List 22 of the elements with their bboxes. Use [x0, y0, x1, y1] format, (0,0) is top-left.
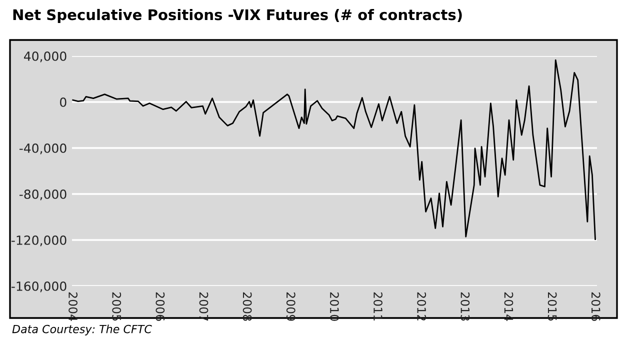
y-tick-label: -160,000	[12, 281, 66, 292]
x-tick-label: 2004	[68, 292, 78, 321]
x-tick-label: 2013	[460, 292, 470, 321]
x-tick-label: 2006	[156, 292, 165, 321]
x-tick-label: 2008	[242, 292, 252, 321]
chart-title: Net Speculative Positions -VIX Futures (# of contracts)	[13, 8, 462, 24]
x-tick-label: 2007	[199, 292, 208, 321]
x-tick-label: 2012	[417, 292, 426, 320]
y-tick-label: 0	[60, 97, 66, 107]
x-tick-label: 2015	[548, 292, 557, 321]
x-tick-label: 2009	[286, 292, 296, 321]
text: Data Courtesy: The CFTC	[12, 324, 152, 336]
x-tick-label: 2014	[504, 292, 514, 321]
x-tick-label: 2010	[330, 292, 339, 321]
y-tick-label: 40,000	[24, 51, 66, 62]
y-tick-label: -40,000	[20, 143, 66, 154]
y-tick-label: -80,000	[20, 189, 66, 200]
x-tick-label: 2011	[374, 292, 382, 321]
x-tick-label: 2005	[112, 292, 122, 321]
x-tick-label: 2016	[591, 292, 600, 321]
line-series	[72, 59, 596, 240]
y-tick-label: -120,000	[12, 235, 66, 246]
